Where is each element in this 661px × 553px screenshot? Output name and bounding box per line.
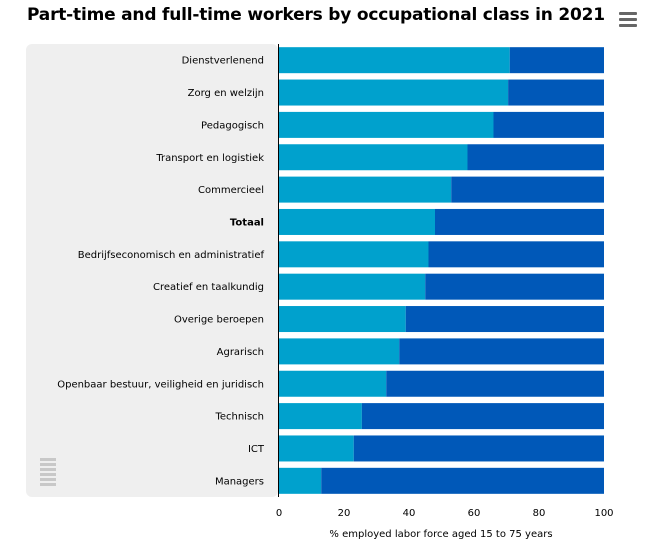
bar-segment-full-time[interactable] (405, 306, 604, 333)
category-label: ICT (248, 444, 265, 455)
bar-segment-part-time[interactable] (279, 403, 362, 430)
category-label: Transport en logistiek (155, 153, 264, 164)
bar-segment-full-time[interactable] (435, 208, 604, 235)
x-axis-title: % employed labor force aged 15 to 75 yea… (329, 529, 552, 540)
category-label: Totaal (230, 217, 264, 228)
bar-segment-full-time[interactable] (386, 370, 604, 397)
chart-title: Part-time and full-time workers by occup… (27, 5, 605, 25)
category-label: Dienstverlenend (182, 56, 264, 67)
x-tick-label: 20 (338, 508, 351, 519)
bar-segment-part-time[interactable] (279, 273, 426, 300)
bar-segment-full-time[interactable] (493, 111, 605, 138)
bar-segment-part-time[interactable] (279, 47, 510, 74)
bar-segment-full-time[interactable] (353, 435, 604, 462)
bar-segment-part-time[interactable] (279, 208, 435, 235)
bar-segment-part-time[interactable] (279, 176, 452, 203)
x-tick-label: 0 (276, 508, 282, 519)
bar-segment-part-time[interactable] (279, 467, 322, 494)
bar-segment-part-time[interactable] (279, 435, 354, 462)
category-label: Agrarisch (217, 347, 264, 358)
category-label: Commercieel (198, 185, 264, 196)
x-tick-label: 40 (403, 508, 416, 519)
bar-segment-part-time[interactable] (279, 338, 400, 365)
category-label: Zorg en welzijn (188, 88, 264, 99)
category-label: Pedagogisch (201, 120, 264, 131)
bar-segment-full-time[interactable] (467, 144, 605, 171)
bar-segment-full-time[interactable] (361, 403, 604, 430)
bar-segment-full-time[interactable] (428, 241, 605, 268)
category-label: Overige beroepen (174, 315, 264, 326)
bar-segment-full-time[interactable] (509, 47, 604, 74)
bar-segment-full-time[interactable] (508, 79, 604, 106)
bar-segment-full-time[interactable] (425, 273, 604, 300)
cbs-logo-icon (40, 458, 56, 486)
bar-segment-part-time[interactable] (279, 306, 406, 333)
bar-segment-full-time[interactable] (399, 338, 604, 365)
x-tick-label: 80 (533, 508, 546, 519)
bar-segment-full-time[interactable] (321, 467, 604, 494)
bar-segment-part-time[interactable] (279, 241, 429, 268)
hamburger-menu-icon[interactable] (619, 12, 637, 28)
bar-segment-part-time[interactable] (279, 370, 387, 397)
bar-segment-part-time[interactable] (279, 144, 468, 171)
category-label: Creatief en taalkundig (153, 282, 264, 293)
bar-segment-part-time[interactable] (279, 79, 509, 106)
x-tick-label: 60 (468, 508, 481, 519)
x-tick-label: 100 (594, 508, 613, 519)
category-label: Openbaar bestuur, veiligheid en juridisc… (57, 379, 264, 390)
category-label: Managers (215, 476, 264, 487)
bar-segment-full-time[interactable] (451, 176, 604, 203)
bar-segment-part-time[interactable] (279, 111, 494, 138)
label-panel-background (26, 44, 278, 497)
category-label: Technisch (214, 412, 264, 423)
category-label: Bedrijfseconomisch en administratief (78, 250, 265, 261)
